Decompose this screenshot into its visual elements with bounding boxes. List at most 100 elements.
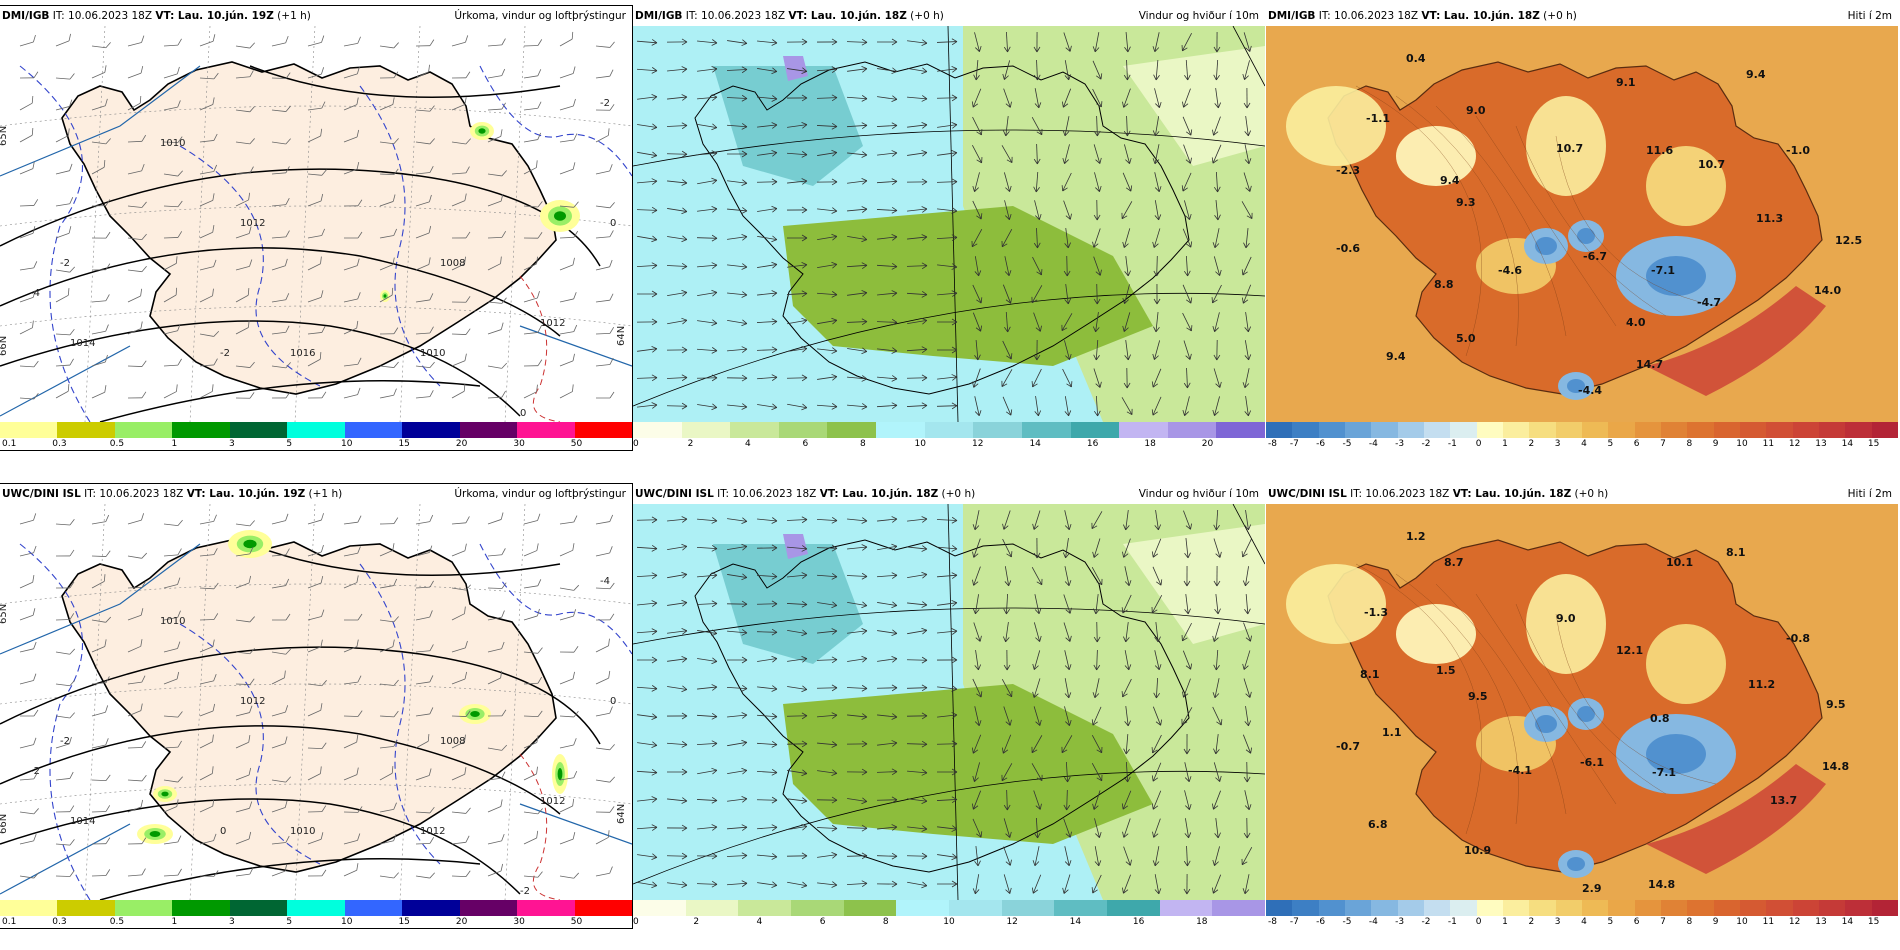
colorbar-tick: 2 <box>687 439 694 449</box>
wind-arrow <box>876 852 898 860</box>
temperature-value: 11.2 <box>1748 678 1775 691</box>
wind-barb <box>199 734 214 749</box>
wind-arrow <box>974 846 981 867</box>
wind-barb <box>91 676 110 685</box>
wind-arrow <box>847 655 868 663</box>
map-canvas[interactable]: 1010 1012 1014 1016 1008 1010 1012 -2 -2 -4 -2 0 0 65… <box>0 26 632 422</box>
wind-barb <box>199 674 217 685</box>
map-canvas[interactable]: 0.4 9.1 9.4 -1.1 9.0 10.7 11.6 10.7 -1.0 -2.3 9.4 9… <box>1266 26 1898 422</box>
colorbar-tick: 0.1 <box>2 917 17 927</box>
wind-barb <box>487 512 504 525</box>
wind-arrow <box>637 151 658 159</box>
colorbar-tick: 20 <box>1201 439 1214 449</box>
wind-arrow <box>1061 313 1073 332</box>
wind-barb <box>415 390 434 399</box>
wind-arrow <box>972 368 981 388</box>
wind-arrow <box>1241 847 1253 866</box>
temperature-value: 14.7 <box>1636 358 1663 371</box>
wind-barb <box>523 647 543 654</box>
wind-barb <box>127 360 147 367</box>
map-canvas[interactable] <box>633 26 1265 422</box>
wind-barb <box>523 766 538 781</box>
wind-arrow <box>1244 340 1252 361</box>
wind-arrow <box>1214 818 1221 839</box>
wind-arrow <box>1183 873 1191 895</box>
wind-arrow <box>1153 283 1161 305</box>
wind-barb <box>91 354 108 367</box>
map-canvas[interactable]: 1010 1012 1014 1010 1008 1012 1012 -4 -2 -2 0 0 -2 65… <box>0 504 632 900</box>
wind-barb <box>127 608 144 621</box>
colorbar-swatch <box>1292 900 1320 916</box>
wind-arrow <box>972 762 981 782</box>
glacier-cold-area <box>1646 734 1706 774</box>
wind-barb <box>19 290 36 303</box>
map-canvas[interactable]: 1.2 8.7 10.1 8.1 -1.3 9.0 12.1 -0.8 8.1 1.5 9.5 11.… <box>1266 504 1898 900</box>
wind-arrow <box>756 544 778 552</box>
wind-barb <box>19 737 37 749</box>
wind-arrow <box>877 740 898 747</box>
wind-barb <box>235 801 253 813</box>
map-canvas[interactable] <box>633 504 1265 900</box>
wind-barb <box>55 73 75 80</box>
wind-arrow <box>906 712 928 720</box>
graticule-line <box>84 504 106 900</box>
boundary-line <box>0 823 131 895</box>
temperature-value: 12.1 <box>1616 644 1643 657</box>
wind-arrow <box>1241 284 1252 304</box>
lead-offset: (+1 h) <box>273 10 311 22</box>
wind-barb <box>307 805 327 813</box>
wind-arrow <box>1091 567 1103 586</box>
wind-arrow <box>1092 538 1101 558</box>
wind-arrow <box>727 824 748 831</box>
wind-arrow <box>1153 60 1160 81</box>
wind-arrow <box>876 263 898 270</box>
wind-arrow <box>1151 762 1162 782</box>
wind-barb <box>595 776 616 783</box>
wind-arrow <box>936 234 958 242</box>
map-svg: 1.2 8.7 10.1 8.1 -1.3 9.0 12.1 -0.8 8.1 1.5 9.5 11.… <box>1266 504 1898 900</box>
wind-arrow <box>937 207 958 214</box>
wind-arrow <box>697 319 718 327</box>
colorbar-tick: 4 <box>1581 439 1587 449</box>
wind-barb <box>19 320 34 335</box>
wind-arrow <box>1093 621 1101 643</box>
wind-arrow <box>817 881 838 888</box>
colorbar-swatch <box>1345 900 1372 916</box>
wind-arrow <box>1033 790 1042 810</box>
wind-arrow <box>756 628 778 636</box>
wind-barb <box>91 837 111 845</box>
temperature-value: 8.8 <box>1434 278 1454 291</box>
wind-barb <box>379 71 399 79</box>
wind-arrow <box>907 881 928 889</box>
wind-barb <box>379 710 399 718</box>
wind-arrow <box>1093 283 1101 305</box>
wind-arrow <box>1242 734 1253 754</box>
wind-barb <box>307 101 326 111</box>
wind-arrow <box>637 881 658 889</box>
wind-barb <box>379 361 399 368</box>
wind-barb <box>415 138 435 145</box>
wind-arrow <box>906 656 928 664</box>
wind-arrow <box>817 149 838 157</box>
colorbar-tick: 6 <box>819 917 826 927</box>
wind-barb <box>523 359 543 367</box>
colorbar-tick: 10 <box>943 917 955 927</box>
wind-arrow <box>636 516 658 524</box>
wind-barb <box>271 736 288 749</box>
colorbar-tick: 11 <box>1762 917 1775 927</box>
graticule-line <box>633 129 1265 167</box>
wind-arrow <box>1214 88 1222 109</box>
isotherm <box>1435 583 1567 815</box>
wind-arrow <box>1063 789 1071 811</box>
colorbar-swatch <box>1792 900 1820 916</box>
wind-barb <box>451 543 467 557</box>
wind-barb <box>127 65 144 79</box>
boundary-line <box>519 803 632 845</box>
wind-arrow <box>973 60 980 81</box>
wind-arrow <box>972 538 981 558</box>
wind-arrow <box>1002 622 1010 643</box>
wind-arrow <box>1122 818 1131 838</box>
glacier-cold-area <box>1567 857 1585 871</box>
wind-arrow <box>846 38 868 46</box>
wind-arrow <box>787 629 808 637</box>
